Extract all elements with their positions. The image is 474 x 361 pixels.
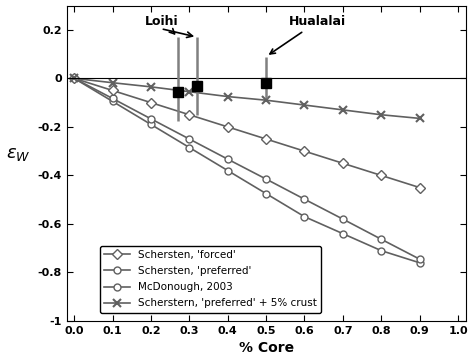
Text: Hualalai: Hualalai bbox=[270, 15, 346, 54]
Text: Loihi: Loihi bbox=[145, 15, 179, 34]
X-axis label: % Core: % Core bbox=[238, 342, 294, 356]
Legend: Schersten, 'forced', Schersten, 'preferred', McDonough, 2003, Scherstern, 'prefe: Schersten, 'forced', Schersten, 'preferr… bbox=[100, 245, 321, 313]
Y-axis label: $\varepsilon_W$: $\varepsilon_W$ bbox=[6, 145, 30, 163]
